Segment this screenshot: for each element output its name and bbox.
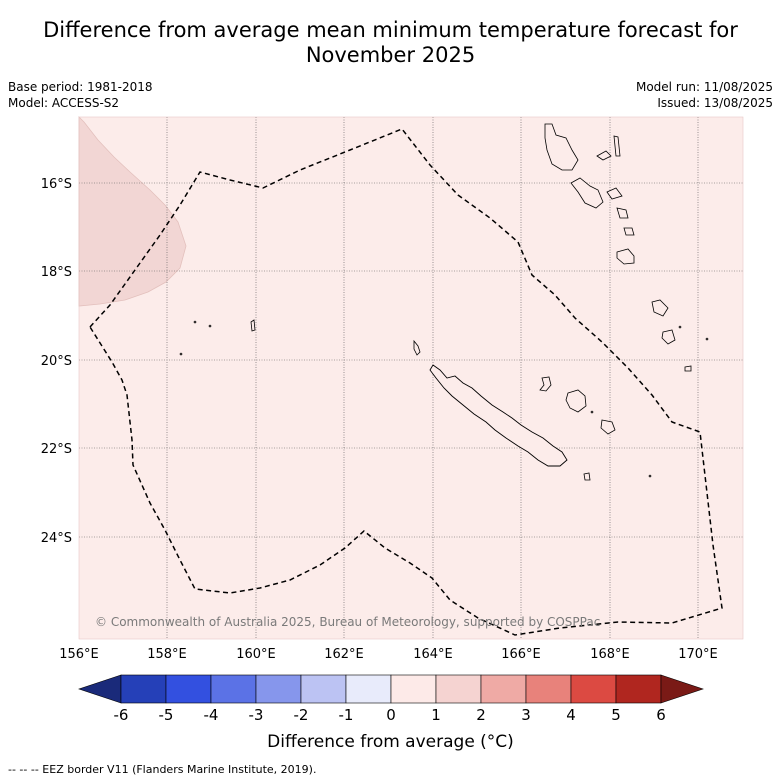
- lat-label: 18°S: [41, 265, 72, 280]
- colorbar-segment: [165, 674, 212, 704]
- issued-date: Issued: 13/08/2025: [657, 96, 773, 110]
- colorbar-segment: [255, 674, 302, 704]
- colorbar-tick-label: -1: [339, 706, 354, 724]
- lon-label: 158°E: [147, 647, 187, 662]
- loyalty-island-lifou: [565, 389, 587, 413]
- anomaly-patch: [78, 116, 187, 307]
- map-title: Difference from average mean minimum tem…: [0, 18, 781, 68]
- colorbar-extend-high: [660, 674, 704, 704]
- colorbar-tick-label: 1: [431, 706, 441, 724]
- colorbar: -6 -5 -4 -3 -2 -1 0 1 2 3 4 5 6: [78, 674, 704, 724]
- vanuatu-islands: [544, 123, 692, 372]
- colorbar-segment: [435, 674, 482, 704]
- colorbar-segment: [300, 674, 347, 704]
- new-caledonia-island: [429, 364, 568, 467]
- colorbar-tick-label: -2: [294, 706, 309, 724]
- latitude-labels: 16°S 18°S 20°S 22°S 24°S: [41, 177, 72, 546]
- map-frame: [78, 116, 744, 640]
- meta-left: Base period: 1981-2018 Model: ACCESS-S2: [8, 79, 153, 111]
- lat-label: 24°S: [41, 531, 72, 546]
- lon-label: 162°E: [324, 647, 364, 662]
- colorbar-segment: [480, 674, 527, 704]
- lon-label: 156°E: [59, 647, 99, 662]
- colorbar-segment: [120, 674, 167, 704]
- loyalty-island-ouvea: [539, 376, 552, 392]
- colorbar-extend-low: [78, 674, 122, 704]
- title-line-2: November 2025: [305, 43, 476, 67]
- colorbar-tick-label: -6: [114, 706, 129, 724]
- loyalty-island-mare: [600, 419, 616, 435]
- colorbar-segment: [525, 674, 572, 704]
- lat-label: 22°S: [41, 442, 72, 457]
- eez-border: [89, 128, 723, 636]
- base-period: Base period: 1981-2018: [8, 80, 153, 94]
- lat-label: 20°S: [41, 354, 72, 369]
- lat-label: 16°S: [41, 177, 72, 192]
- colorbar-tick-label: -4: [204, 706, 219, 724]
- lon-label: 166°E: [501, 647, 541, 662]
- map-background: [79, 117, 743, 639]
- colorbar-tick-label: -3: [249, 706, 264, 724]
- lon-label: 164°E: [413, 647, 453, 662]
- isle-of-pines: [583, 472, 591, 481]
- belep-islets: [413, 339, 421, 356]
- colorbar-tick-label: 4: [566, 706, 576, 724]
- colorbar-label: Difference from average (°C): [267, 732, 514, 752]
- colorbar-segment: [210, 674, 257, 704]
- model-name: Model: ACCESS-S2: [8, 96, 120, 110]
- colorbar-tick-label: 2: [476, 706, 486, 724]
- model-run: Model run: 11/08/2025: [635, 80, 773, 94]
- colorbar-segment: [390, 674, 437, 704]
- colorbar-tick-label: 5: [611, 706, 621, 724]
- meta-right: Model run: 11/08/2025 Issued: 13/08/2025: [636, 79, 773, 111]
- copyright-notice: © Commonwealth of Australia 2025, Bureau…: [95, 615, 600, 629]
- eez-footnote: -- -- -- EEZ border V11 (Flanders Marine…: [8, 763, 317, 776]
- colorbar-segment: [615, 674, 662, 704]
- colorbar-tick-label: 0: [386, 706, 396, 724]
- colorbar-tick-label: 6: [656, 706, 666, 724]
- gridlines: [79, 117, 743, 639]
- colorbar-tick-label: -5: [159, 706, 174, 724]
- small-islets: [179, 319, 709, 478]
- colorbar-tick-label: 3: [521, 706, 531, 724]
- title-line-1: Difference from average mean minimum tem…: [43, 18, 738, 42]
- colorbar-segment: [570, 674, 617, 704]
- lon-label: 170°E: [678, 647, 718, 662]
- colorbar-segment: [345, 674, 392, 704]
- lon-label: 160°E: [236, 647, 276, 662]
- longitude-labels: 156°E 158°E 160°E 162°E 164°E 166°E 168°…: [59, 647, 718, 662]
- lon-label: 168°E: [590, 647, 630, 662]
